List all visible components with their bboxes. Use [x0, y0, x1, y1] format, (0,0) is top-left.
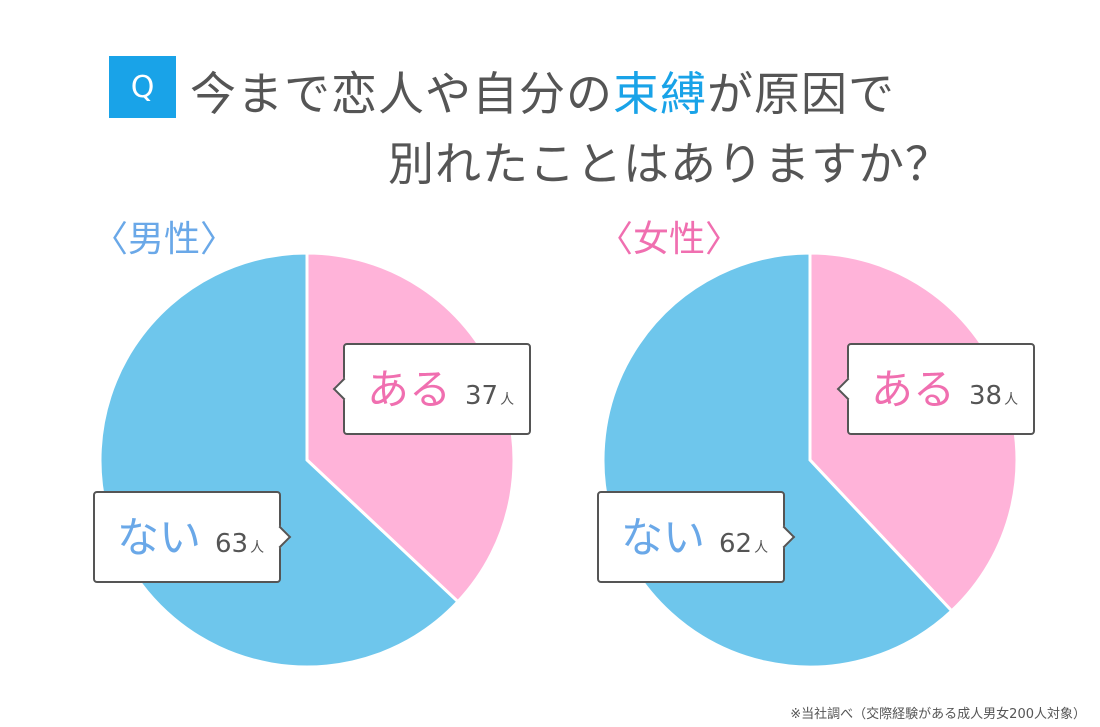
- title-line-2: 別れたことはありますか？: [388, 137, 952, 191]
- male-aru-value: 37: [465, 381, 499, 411]
- title-line-1: 今まで恋人や自分の束縛が原因で: [190, 58, 895, 124]
- female-nai-callout: ない 62 人: [597, 491, 796, 583]
- male-aru-callout: ある 37 人: [332, 343, 531, 435]
- female-aru-value: 38: [969, 381, 1003, 411]
- male-nai-unit: 人: [250, 540, 265, 556]
- female-nai-label: ない: [621, 513, 706, 562]
- title-pre: 今まで恋人や自分の: [190, 67, 613, 121]
- male-nai-callout: ない 63 人: [93, 491, 292, 583]
- female-aru-unit: 人: [1004, 392, 1019, 408]
- male-nai-value: 63: [215, 529, 249, 559]
- male-chart-title: 〈男性〉: [92, 219, 237, 260]
- title-highlight: 束縛: [613, 67, 707, 121]
- female-chart-title: 〈女性〉: [597, 219, 742, 260]
- female-nai-unit: 人: [754, 540, 769, 556]
- question-badge: Q: [109, 56, 176, 118]
- male-aru-unit: 人: [500, 392, 515, 408]
- female-aru-callout: ある 38 人: [836, 343, 1035, 435]
- female-aru-label: ある: [871, 365, 956, 414]
- footnote: ※当社調べ（交際経験がある成人男女200人対象）: [790, 707, 1086, 722]
- title-post: が原因で: [707, 67, 895, 121]
- male-nai-label: ない: [117, 513, 202, 562]
- male-aru-label: ある: [367, 365, 452, 414]
- female-nai-value: 62: [719, 529, 753, 559]
